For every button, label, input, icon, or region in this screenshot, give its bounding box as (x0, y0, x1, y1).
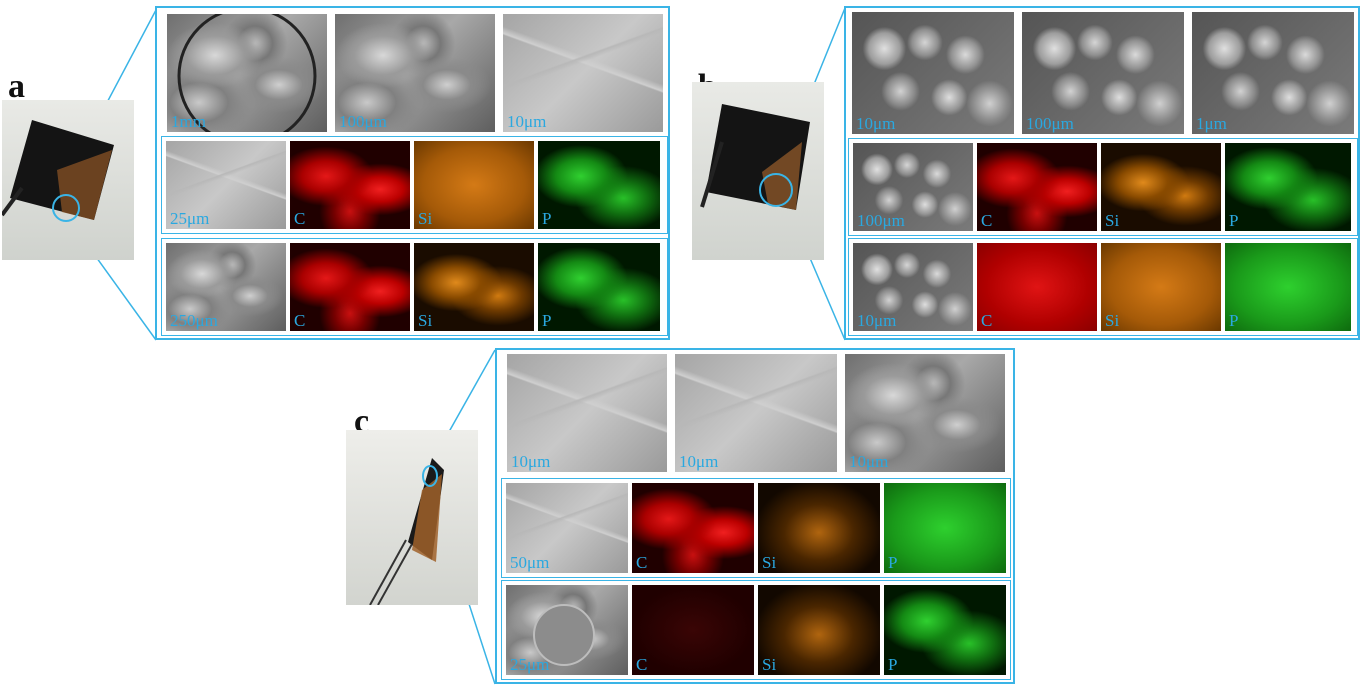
panel-label-a: a (8, 68, 25, 105)
eds-map-row-c-2: 25μm C Si P (501, 580, 1011, 680)
sem-image-a-row2: 250μm (166, 243, 286, 331)
element-label: Si (762, 655, 777, 674)
element-label: Si (1105, 311, 1120, 330)
silicon-map: Si (414, 141, 534, 229)
carbon-map: C (977, 143, 1097, 231)
element-label: Si (418, 311, 433, 330)
sample-photo-c (346, 430, 478, 605)
carbon-map: C (290, 141, 410, 229)
silicon-map: Si (1101, 143, 1221, 231)
eds-map-row-a-2: 250μm C Si P (161, 238, 668, 336)
scale-bar-label: 100μm (857, 211, 905, 230)
sem-image-b-row1: 100μm (853, 143, 973, 231)
sem-image-b-3: 1μm (1192, 12, 1354, 134)
eds-map-row-b-1: 100μm C Si P (848, 138, 1358, 236)
element-label: P (888, 553, 898, 572)
element-label: P (888, 655, 898, 674)
sem-image-a-3: 10μm (503, 14, 663, 132)
carbon-map: C (977, 243, 1097, 331)
element-label: C (981, 211, 993, 230)
carbon-map: C (632, 483, 754, 573)
silicon-map: Si (414, 243, 534, 331)
scale-bar-label: 100μm (339, 112, 387, 131)
panel-a-frame: 1mm 100μm 10μm 25μm C Si P 250μm C Si P (155, 6, 670, 340)
sem-image-b-2: 100μm (1022, 12, 1184, 134)
sample-photo-a (2, 100, 134, 260)
eds-map-row-b-2: 10μm C Si P (848, 238, 1358, 336)
element-label: C (294, 209, 306, 228)
phosphorus-map: P (538, 243, 660, 331)
scale-bar-label: 1mm (171, 112, 206, 131)
carbon-map: C (290, 243, 410, 331)
sem-image-c-2: 10μm (675, 354, 837, 472)
scale-bar-label: 1μm (1196, 114, 1227, 133)
eds-map-row-c-1: 50μm C Si P (501, 478, 1011, 578)
element-label: C (294, 311, 306, 330)
scale-bar-label: 25μm (170, 209, 210, 228)
sem-image-c-3: 10μm (845, 354, 1005, 472)
scale-bar-label: 10μm (679, 452, 719, 471)
sem-image-c-1: 10μm (507, 354, 667, 472)
phosphorus-map: P (1225, 143, 1351, 231)
element-label: C (636, 655, 648, 674)
sem-image-b-1: 10μm (852, 12, 1014, 134)
panel-c-frame: 10μm 10μm 10μm 50μm C Si P 25μm C Si P (495, 348, 1015, 684)
scale-bar-label: 10μm (856, 114, 896, 133)
sem-image-b-row2: 10μm (853, 243, 973, 331)
element-label: Si (762, 553, 777, 572)
element-label: P (1229, 211, 1239, 230)
electrode-photo-icon (2, 120, 114, 222)
sample-photo-b (692, 82, 824, 260)
scale-bar-label: 10μm (507, 112, 547, 131)
panel-b-frame: 10μm 100μm 1μm 100μm C Si P 10μm C Si P (844, 6, 1360, 340)
phosphorus-map: P (1225, 243, 1351, 331)
electrode-photo-icon (369, 458, 444, 605)
silicon-map: Si (758, 483, 880, 573)
sem-image-c-row2: 25μm (506, 585, 628, 675)
phosphorus-map: P (884, 483, 1006, 573)
sem-image-a-1: 1mm (167, 14, 327, 132)
sem-image-c-row1: 50μm (506, 483, 628, 573)
element-label: Si (1105, 211, 1120, 230)
sem-image-a-row1: 25μm (166, 141, 286, 229)
element-label: P (542, 311, 552, 330)
phosphorus-map: P (538, 141, 660, 229)
scale-bar-label: 10μm (849, 452, 889, 471)
element-label: P (542, 209, 552, 228)
electrode-photo-icon (700, 104, 810, 210)
scale-bar-label: 50μm (510, 553, 550, 572)
scale-bar-label: 250μm (170, 311, 218, 330)
carbon-map: C (632, 585, 754, 675)
scale-bar-label: 10μm (511, 452, 551, 471)
element-label: Si (418, 209, 433, 228)
scale-bar-label: 25μm (510, 655, 550, 674)
silicon-map: Si (758, 585, 880, 675)
element-label: P (1229, 311, 1239, 330)
element-label: C (636, 553, 648, 572)
element-label: C (981, 311, 993, 330)
eds-map-row-a-1: 25μm C Si P (161, 136, 668, 234)
silicon-map: Si (1101, 243, 1221, 331)
scale-bar-label: 100μm (1026, 114, 1074, 133)
phosphorus-map: P (884, 585, 1006, 675)
sem-image-a-2: 100μm (335, 14, 495, 132)
scale-bar-label: 10μm (857, 311, 897, 330)
